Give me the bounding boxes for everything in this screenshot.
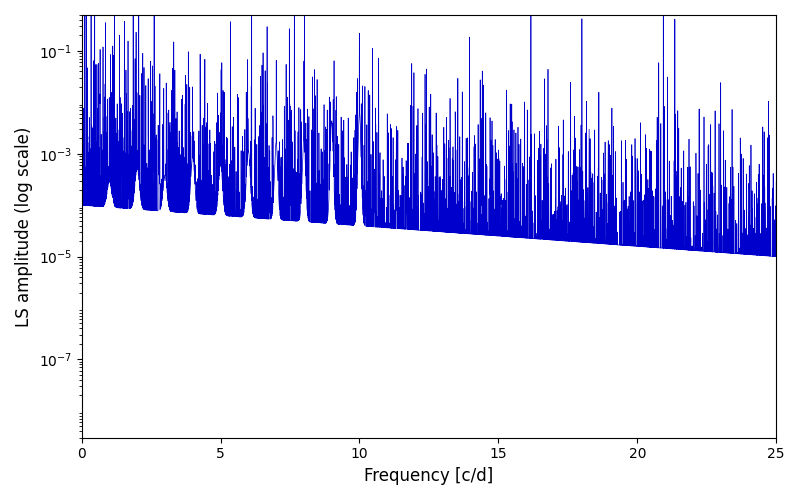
- Y-axis label: LS amplitude (log scale): LS amplitude (log scale): [15, 126, 33, 326]
- X-axis label: Frequency [c/d]: Frequency [c/d]: [364, 467, 494, 485]
